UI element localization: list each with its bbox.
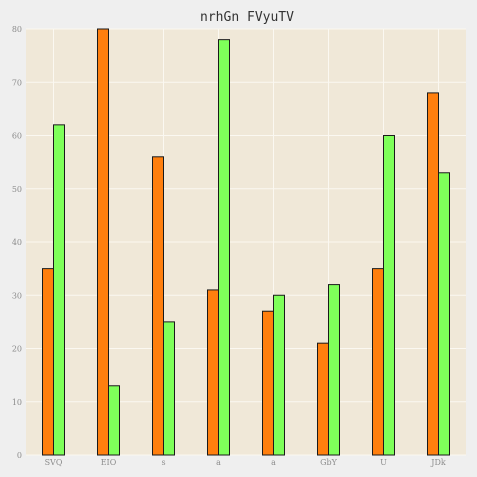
- bar-series-1: [262, 310, 274, 456]
- y-tick-label: 30: [12, 291, 22, 300]
- bar-series-2: [163, 321, 175, 456]
- x-tick-label: JDk: [430, 458, 446, 467]
- y-tick-label: 50: [12, 185, 22, 194]
- x-tick-label: U: [380, 458, 387, 467]
- x-tick-label: a: [271, 458, 276, 467]
- bar-series-1: [152, 156, 164, 456]
- y-tick-label: 20: [12, 345, 22, 354]
- bar-series-2: [218, 39, 230, 456]
- bar-series-1: [427, 92, 439, 456]
- y-tick-label: 70: [12, 78, 22, 87]
- x-tick-label: a: [216, 458, 221, 467]
- chart-title: nrhGn FVyuTV: [200, 10, 294, 25]
- x-axis-ticks: SVQ EIO s a a GbY U JDk: [45, 458, 446, 467]
- y-tick-label: 0: [17, 451, 22, 460]
- bar-series-1: [372, 268, 384, 456]
- bar-series-2: [328, 284, 340, 456]
- bar-series-2: [53, 124, 65, 456]
- x-tick-label: s: [161, 458, 165, 467]
- bar-series-1: [317, 342, 329, 456]
- y-tick-label: 40: [12, 238, 22, 247]
- x-tick-label: SVQ: [45, 458, 63, 467]
- y-axis-ticks: 0 10 20 30 40 50 60 70 80: [12, 25, 22, 460]
- bar-series-2: [438, 172, 450, 456]
- bar-series-1: [42, 268, 54, 456]
- bars: [42, 28, 450, 456]
- bar-series-2: [383, 135, 395, 456]
- y-tick-label: 60: [12, 132, 22, 141]
- y-tick-label: 80: [12, 25, 22, 34]
- bar-series-2: [108, 385, 120, 456]
- bar-series-1: [207, 289, 219, 456]
- bar-series-2: [273, 294, 285, 456]
- bar-series-1: [97, 28, 109, 456]
- y-tick-label: 10: [12, 398, 22, 407]
- x-tick-label: GbY: [320, 458, 338, 467]
- x-tick-label: EIO: [101, 458, 117, 467]
